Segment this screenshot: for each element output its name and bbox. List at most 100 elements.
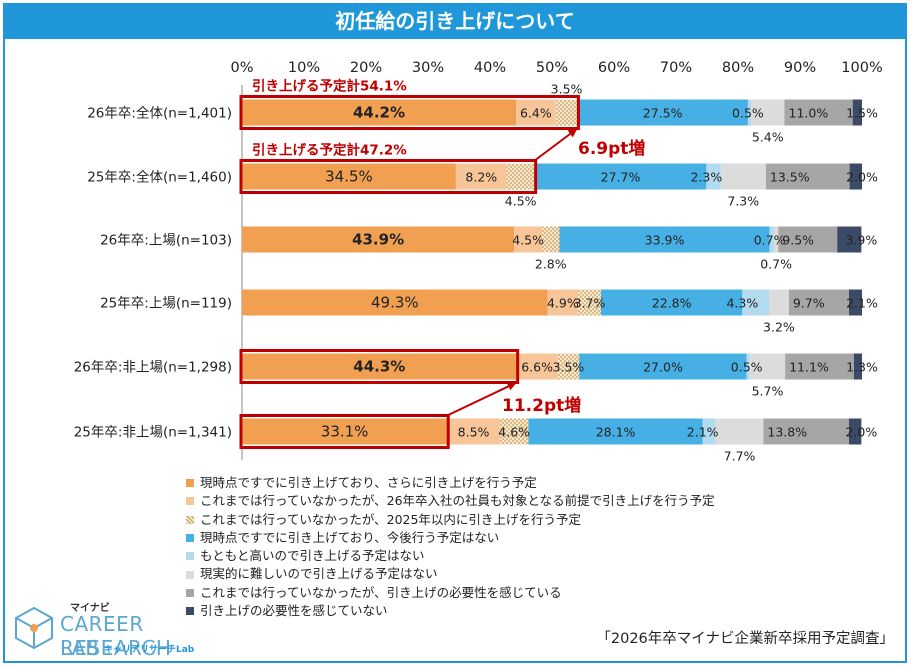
logo-brand: マイナビ [70,603,110,614]
bar-segment [785,353,854,380]
data-label: 27.0% [643,360,683,375]
bar-segment [578,289,601,316]
highlight-box [239,349,520,384]
x-tick-label: 60% [598,60,630,76]
source-note: 「2026年卒マイナビ企業新卒採用予定調査」 [596,631,894,647]
data-label: 0.5% [731,360,763,375]
x-tick-label: 0% [230,60,253,76]
data-label: 2.3% [690,170,722,185]
x-tick-label: 40% [474,60,506,76]
bar-segment [455,163,507,190]
legend-item: 引き上げの必要性を感じていない [186,602,715,620]
data-label: 5.7% [752,384,784,399]
increase-arrowhead [506,382,517,391]
data-label: 1.3% [846,360,878,375]
bar-segment [852,99,862,126]
data-label: 9.7% [793,296,825,311]
highlight-box [239,95,580,130]
legend-swatch [186,588,194,597]
data-label: 9.5% [782,233,814,248]
data-label: 0.7% [754,233,786,248]
x-tick-label: 90% [784,60,816,76]
data-label: 13.8% [767,425,807,440]
legend-swatch [186,607,194,616]
bar-segment [746,353,750,380]
data-label: 22.8% [652,296,692,311]
cube-logo-icon [15,606,53,650]
bar-segment [706,163,721,190]
increase-arrowhead [567,128,578,138]
bar-segment [788,289,849,316]
data-label: 7.7% [724,449,756,464]
bar-segment [516,99,556,126]
bar-segment [547,289,579,316]
data-label: 2.0% [845,425,877,440]
bar-segment [747,99,752,126]
bar-segment [577,99,748,126]
category-label: 26年卒:全体(n=1,401) [87,105,232,122]
bar-segment [534,163,707,190]
legend-label: これまでは行っていなかったが、26年卒入社の社員も対象となる前提で引き上げを行う… [200,493,715,509]
logo-kana: キャリアリサーチLab [104,645,195,655]
data-label: 3.7% [574,296,606,311]
bar-segment [499,418,529,445]
logo-text-line1: CAREER RESEARCH [60,612,172,660]
bar-segment [784,99,853,126]
bar-segment [516,353,558,380]
data-label: 4.3% [726,296,758,311]
data-label: 8.2% [465,170,497,185]
bar-segment [528,418,703,445]
data-label: 4.6% [498,425,530,440]
bar-segment [242,99,517,126]
data-label: 4.9% [547,296,579,311]
data-label: 33.9% [645,233,685,248]
data-label: 6.4% [520,106,552,121]
x-tick-label: 70% [660,60,692,76]
bar-segment [849,163,862,190]
data-label: 27.5% [643,106,683,121]
bar-segment [242,289,548,316]
legend-item: これまでは行っていなかったが、26年卒入社の社員も対象となる前提で引き上げを行う… [186,492,715,510]
bar-segment [715,418,764,445]
data-label: 44.2% [353,104,405,122]
highlight-box [239,414,450,449]
legend-label: 現時点ですでに引き上げており、さらに引き上げを行う予定 [200,475,537,490]
bar-segment [720,163,766,190]
data-label: 28.1% [596,425,636,440]
legend-item: もともと高いので引き上げる予定はない [186,547,715,565]
bar-segment [555,99,578,126]
increase-label: 6.9pt増 [578,138,645,159]
legend-label: これまでは行っていなかったが、引き上げの必要性を感じている [200,584,562,600]
highlight-box [239,159,538,194]
data-label: 43.9% [352,231,404,249]
data-label: 44.3% [353,358,405,376]
bar-segment [600,289,743,316]
bar-segment [773,226,779,253]
data-label: 11.0% [789,106,829,121]
bar-segment [242,418,448,445]
bar-segment [853,353,862,380]
bar-segment [742,289,769,316]
bar-segment [751,99,785,126]
bar-segment [837,226,862,253]
data-label: 4.5% [512,233,544,248]
bar-segment [749,353,786,380]
legend: 現時点ですでに引き上げており、さらに引き上げを行う予定これまでは行っていなかった… [186,474,715,620]
data-label: 13.5% [770,170,810,185]
data-label: 7.3% [727,194,759,209]
category-label: 25年卒:全体(n=1,460) [87,169,232,186]
data-label: 11.1% [789,360,829,375]
bar-segment [769,226,774,253]
data-label: 0.7% [760,257,792,272]
increase-arrow [446,381,518,417]
legend-swatch [186,515,194,524]
chart-title: 初任給の引き上げについて [3,3,907,39]
legend-label: もともと高いので引き上げる予定はない [200,548,425,564]
legend-item: これまでは行っていなかったが、引き上げの必要性を感じている [186,584,715,602]
highlight-label: 引き上げる予定計47.2% [252,142,407,159]
bar-segment [542,226,560,253]
category-label: 25年卒:非上場(n=1,341) [74,425,232,441]
bar-segment [514,226,543,253]
data-label: 27.7% [601,170,641,185]
legend-swatch [186,497,194,506]
